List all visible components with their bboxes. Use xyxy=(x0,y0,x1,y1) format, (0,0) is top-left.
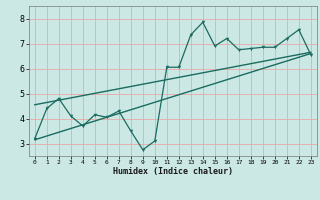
X-axis label: Humidex (Indice chaleur): Humidex (Indice chaleur) xyxy=(113,167,233,176)
